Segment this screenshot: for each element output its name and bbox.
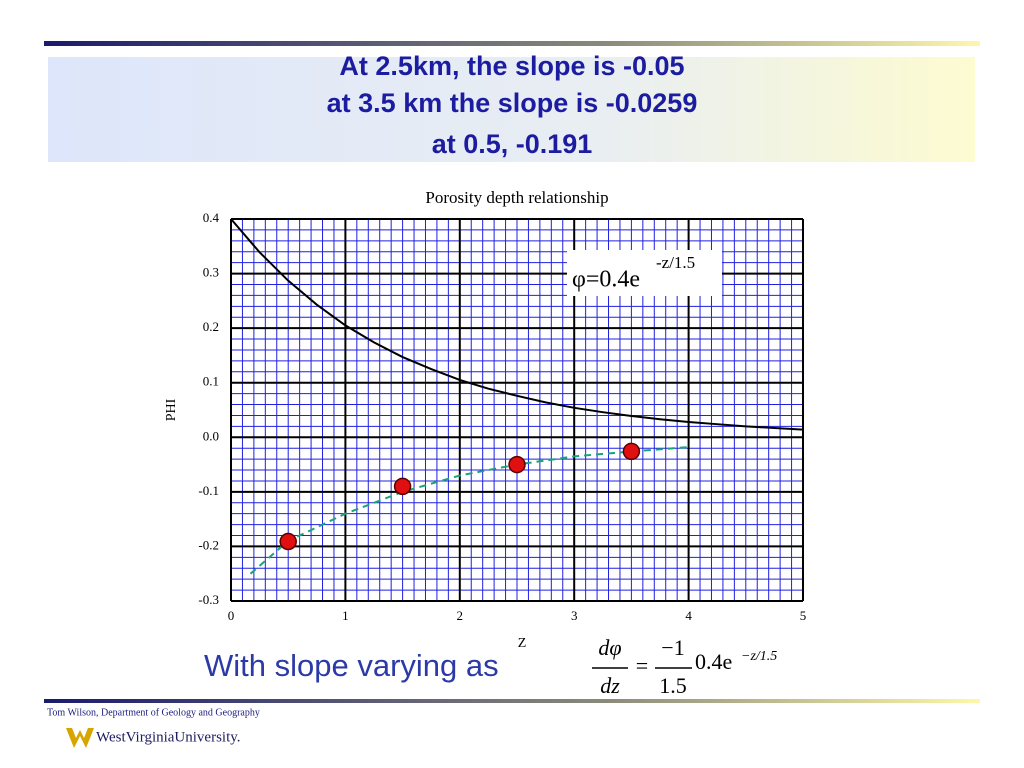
y-tick-label: 0.0 [203,428,219,443]
formula-exponent: −z/1.5 [741,649,777,664]
formula-coef-den: 1.5 [659,673,687,698]
slide-title: At 2.5km, the slope is -0.05 [339,51,684,81]
x-tick-label: 1 [342,608,349,623]
point [508,455,526,474]
x-tick-label: 4 [685,608,692,623]
x-tick-label: 2 [457,608,464,623]
formula-numerator: dφ [598,635,621,660]
line-series [230,218,804,431]
point [622,442,641,461]
footer-logo: WestVirginiaUniversity. [96,729,241,745]
formula-equals: = [636,653,648,678]
y-tick-label: 0.3 [203,265,219,280]
formula-denominator: dz [600,673,620,698]
y-tick-label: -0.1 [198,483,219,498]
formula: dφ dz = −1 1.5 0.4e −z/1.5 [592,635,777,698]
line-series [249,446,689,575]
formula-coef-num: −1 [661,635,684,660]
x-tick-label: 5 [800,608,807,623]
y-tick-label: 0.2 [203,319,219,334]
formula-factor: 0.4e [695,649,732,674]
slide-title: at 3.5 km the slope is -0.0259 [327,88,698,118]
point [279,532,297,551]
footer-credit: Tom Wilson, Department of Geology and Ge… [47,707,260,718]
y-axis-label: PHI [164,398,179,421]
y-tick-label: 0.4 [203,210,220,225]
point [393,477,412,496]
title-box [48,57,975,162]
x-tick-label: 3 [571,608,578,623]
logo-mark [66,728,94,748]
chart-title: Porosity depth relationship [425,188,608,207]
caption: With slope varying as [204,648,499,683]
annotation: φ=0.4e [572,267,640,293]
slide-title: at 0.5, -0.191 [432,129,593,159]
annotation-box [567,250,722,296]
y-tick-label: 0.1 [203,374,219,389]
top-rule [44,41,980,46]
y-tick-label: -0.2 [198,537,219,552]
x-axis-label: Z [518,636,527,651]
y-tick-label: -0.3 [198,592,219,607]
annotation-superscript: -z/1.5 [656,253,695,272]
bottom-rule [44,699,980,703]
x-tick-label: 0 [228,608,235,623]
